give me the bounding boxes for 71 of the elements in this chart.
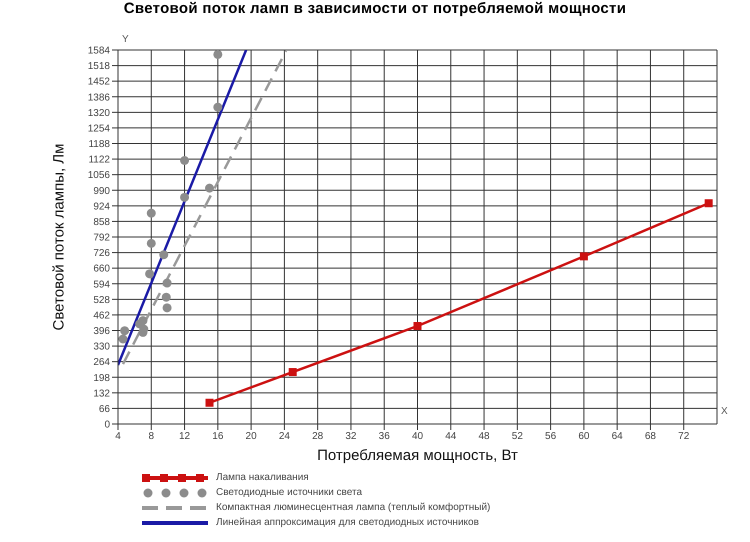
x-tick-label: 60	[578, 431, 590, 442]
point	[162, 278, 172, 288]
point	[162, 292, 171, 302]
x-tick-label: 28	[312, 431, 324, 442]
point	[162, 303, 172, 312]
x-tick-label: 36	[378, 431, 390, 442]
y-tick-label: 858	[93, 216, 110, 228]
point	[180, 156, 190, 165]
point	[146, 238, 156, 248]
x-tick-label: 52	[512, 431, 524, 442]
x-tick-label: 20	[246, 431, 258, 442]
legend-label: Светодиодные источники света	[216, 487, 362, 498]
x-tick-label: 56	[545, 431, 557, 442]
x-tick-label: 12	[178, 431, 191, 442]
legend-label: Линейная аппроксимация для светодиодных источников	[216, 517, 479, 528]
y-tick-label: 0	[104, 420, 110, 431]
x-tick-label: 44	[445, 431, 457, 442]
y-tick-label: 1056	[88, 170, 110, 182]
y-tick-label: 1452	[88, 76, 110, 88]
y-tick-label: 66	[98, 404, 110, 415]
x-axis-title: Потребляемая мощность, Вт	[316, 447, 519, 464]
y-tick-label: 330	[93, 342, 110, 353]
y-tick-label: 990	[93, 186, 110, 197]
x-tick-label: 16	[212, 431, 224, 442]
point	[120, 326, 130, 336]
y-tick-label: 132	[93, 388, 110, 400]
y-tick-label: 924	[93, 201, 110, 212]
y-tick-label: 1584	[88, 46, 110, 57]
x-tick-label: 4	[115, 431, 122, 442]
y-tick-label: 726	[93, 248, 110, 260]
point	[145, 269, 154, 278]
point	[205, 184, 214, 193]
x-tick-label: 24	[278, 431, 290, 442]
point	[146, 208, 156, 218]
point	[704, 199, 713, 208]
y-tick-label: 1320	[88, 108, 110, 119]
y-tick-label: 792	[93, 232, 110, 244]
x-tick-label: 48	[478, 431, 490, 442]
y-tick-label: 1188	[88, 139, 110, 150]
x-tick-label: 68	[644, 431, 656, 442]
y-tick-label: 1386	[88, 92, 110, 104]
x-tick-label: 40	[412, 431, 424, 442]
point	[206, 398, 214, 407]
legend-label: Компактная люминесцентная лампа (теплый комфортный)	[216, 502, 490, 513]
y-tick-label: 1518	[88, 61, 110, 72]
y-tick-label: 264	[93, 357, 110, 368]
y-tick-label: 198	[93, 372, 110, 384]
y-tick-label: 528	[93, 294, 110, 306]
x-tick-label: 72	[678, 431, 690, 442]
x-tick-label: 8	[148, 431, 154, 442]
y-tick-label: 1254	[88, 123, 110, 134]
y-tick-label: 462	[93, 310, 110, 322]
point	[213, 102, 222, 112]
text: Y	[122, 34, 129, 45]
point	[159, 250, 168, 260]
point	[288, 368, 297, 376]
y-axis-title: Световой поток лампы, Лм	[50, 144, 68, 330]
point	[118, 334, 128, 344]
x-tick-label: 32	[345, 431, 357, 442]
chart-title: Световой поток ламп в зависимости от потребляемой мощности	[122, 0, 628, 17]
legend-label: Лампа накаливания	[216, 472, 309, 483]
y-tick-label: 660	[93, 264, 110, 275]
point	[213, 50, 222, 59]
y-tick-label: 1122	[88, 154, 110, 166]
point	[580, 252, 588, 260]
y-tick-label: 396	[93, 326, 110, 338]
text: X	[721, 406, 728, 417]
x-tick-label: 64	[612, 431, 624, 442]
point	[180, 192, 190, 202]
y-tick-label: 594	[93, 279, 110, 290]
point	[414, 322, 422, 330]
